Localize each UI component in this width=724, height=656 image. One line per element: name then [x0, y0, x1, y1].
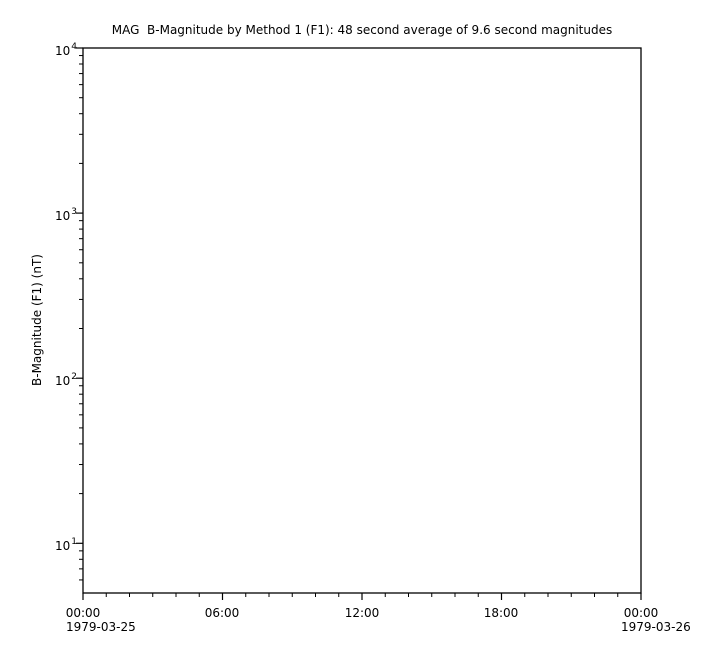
y-tick-label-10e4: 104	[54, 42, 77, 58]
x-date-label-end: 1979-03-26	[621, 620, 691, 634]
x-tick-label-0000-start: 00:00	[65, 606, 101, 620]
y-tick-label-10e1: 101	[54, 537, 77, 553]
y-tick-label-10e3: 103	[54, 207, 77, 223]
chart-title: MAG B-Magnitude by Method 1 (F1): 48 sec…	[111, 23, 613, 37]
y-axis-label: B-Magnitude (F1) (nT)	[30, 254, 44, 386]
x-tick-label-1800: 18:00	[483, 606, 519, 620]
x-tick-label-1200: 12:00	[344, 606, 380, 620]
x-tick-label-0000-end: 00:00	[623, 606, 659, 620]
x-date-label-start: 1979-03-25	[66, 620, 136, 634]
x-tick-label-0600: 06:00	[204, 606, 240, 620]
y-tick-label-10e2: 102	[54, 372, 77, 388]
